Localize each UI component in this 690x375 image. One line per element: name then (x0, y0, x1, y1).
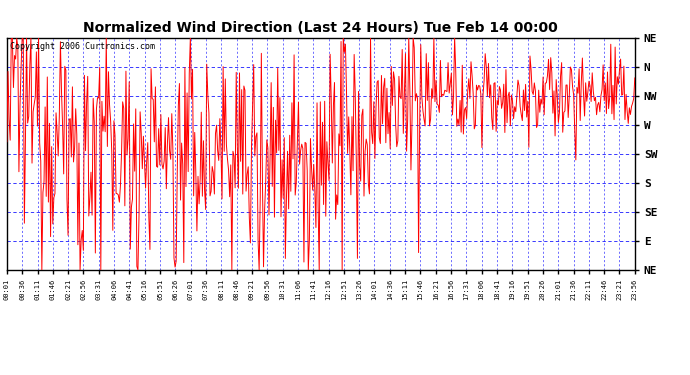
Title: Normalized Wind Direction (Last 24 Hours) Tue Feb 14 00:00: Normalized Wind Direction (Last 24 Hours… (83, 21, 558, 35)
Text: Copyright 2006 Curtronics.com: Copyright 2006 Curtronics.com (10, 42, 155, 51)
